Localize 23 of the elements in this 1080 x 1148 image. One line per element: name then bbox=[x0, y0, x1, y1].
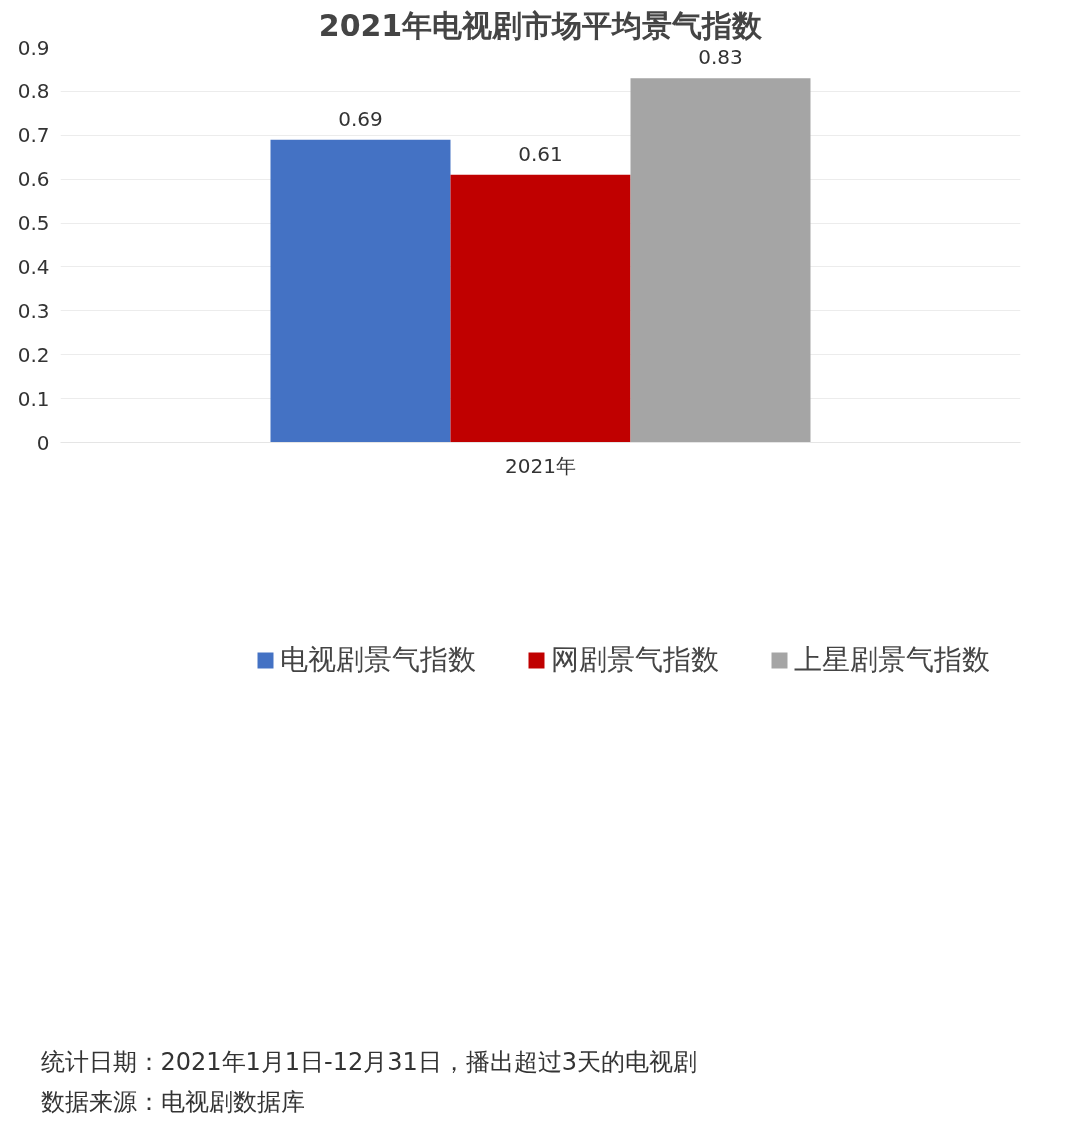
legend-label: 电视剧景气指数 bbox=[280, 641, 476, 678]
y-tick-label: 0.5 bbox=[17, 211, 50, 236]
source-note: 数据来源：电视剧数据库 bbox=[40, 1087, 305, 1116]
y-tick-label: 0.4 bbox=[17, 254, 50, 279]
y-tick-label: 0.9 bbox=[17, 35, 50, 60]
y-tick-label: 0.8 bbox=[17, 79, 50, 104]
y-tick-label: 0.6 bbox=[17, 167, 50, 192]
data-label: 0.61 bbox=[518, 141, 563, 166]
legend-label: 网剧景气指数 bbox=[551, 641, 719, 678]
bar bbox=[450, 174, 631, 443]
bar bbox=[270, 139, 451, 443]
y-tick-label: 0.1 bbox=[17, 386, 50, 411]
y-tick-label: 0.2 bbox=[17, 342, 50, 367]
data-label: 0.83 bbox=[698, 45, 743, 70]
bar bbox=[630, 78, 811, 443]
y-tick-label: 0.7 bbox=[17, 123, 50, 148]
legend-label: 上星剧景气指数 bbox=[794, 641, 990, 678]
x-tick-label: 2021年 bbox=[505, 453, 576, 478]
chart-title: 2021年电视剧市场平均景气指数 bbox=[318, 7, 764, 43]
y-tick-label: 0.3 bbox=[17, 298, 50, 323]
data-label: 0.69 bbox=[338, 106, 383, 131]
y-tick-label: 0 bbox=[36, 430, 50, 455]
text: 统计日期：2021年1月1日-12月31日，播出超过3天的电视剧 bbox=[40, 1047, 698, 1076]
